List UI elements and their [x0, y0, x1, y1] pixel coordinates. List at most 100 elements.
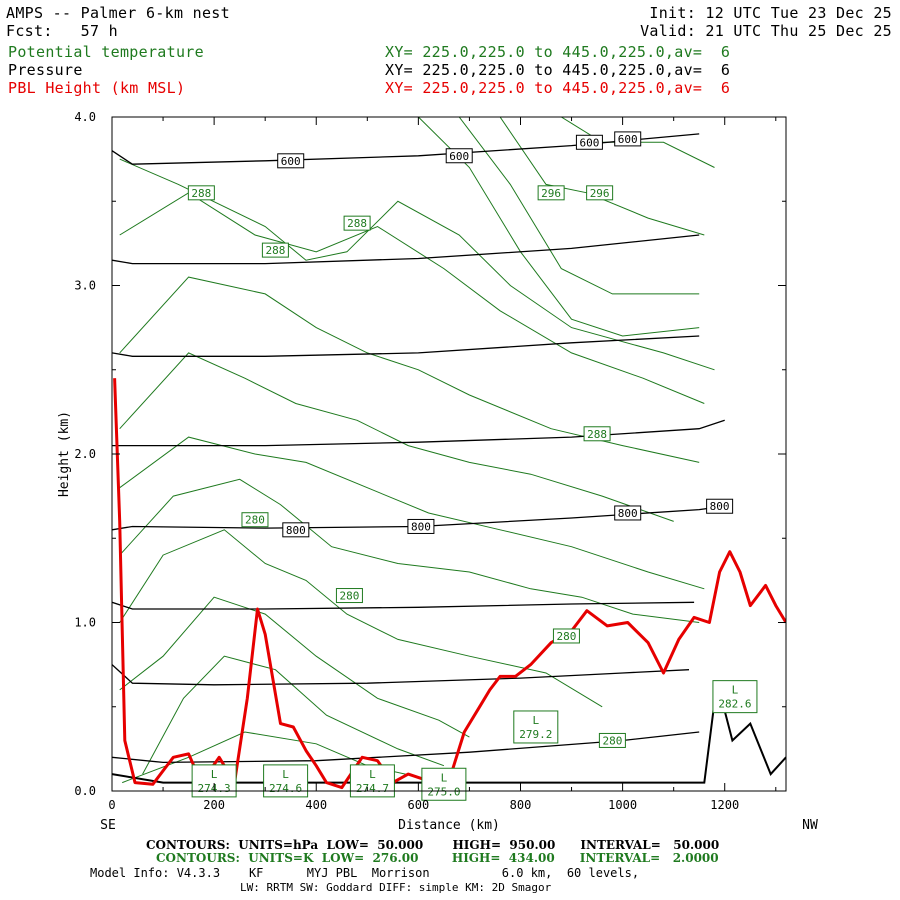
low-marker-letter: L — [732, 684, 739, 697]
y-tick-label: 4.0 — [74, 110, 96, 124]
pressure-label: 600 — [618, 133, 638, 146]
contour-labels: 600 600 600 600 800 800 800 800 288 288 288 296 296 2… — [187, 131, 758, 801]
x-tick-label: 200 — [203, 798, 225, 812]
x-tick-label: 800 — [510, 798, 532, 812]
pressure-label: 800 — [710, 500, 730, 513]
theta-label: 288 — [191, 187, 211, 200]
y-tick-label: 2.0 — [74, 447, 96, 461]
pressure-contour-line — [112, 601, 695, 610]
pressure-label: 600 — [449, 150, 469, 163]
y-tick-label: 1.0 — [74, 616, 96, 630]
legend-pbl: PBL Height (km MSL) — [8, 79, 186, 97]
theta-label-box — [586, 185, 614, 201]
theta-label: 288 — [587, 428, 607, 441]
theta-label-box — [598, 732, 626, 748]
theta-label: 280 — [339, 590, 359, 603]
theta-label: 296 — [541, 187, 561, 200]
theta-label-box — [187, 185, 215, 201]
theta-contour-line — [119, 478, 700, 623]
pressure-label: 800 — [618, 507, 638, 520]
pressure-contour-line — [112, 133, 700, 165]
theta-contour-line — [119, 158, 715, 371]
theta-contour-line — [119, 352, 674, 522]
valid-time: Valid: 21 UTC Thu 25 Dec 25 — [640, 22, 892, 40]
low-marker-box — [712, 680, 758, 714]
theta-label-box — [241, 512, 269, 528]
low-marker-letter: L — [211, 768, 218, 781]
theta-label: 280 — [602, 734, 622, 747]
y-tick-label: 3.0 — [74, 279, 96, 293]
theta-contour-line — [458, 117, 700, 295]
pressure-contour-line — [112, 664, 690, 686]
low-marker-value: 274.7 — [356, 782, 389, 795]
theta-label: 280 — [557, 630, 577, 643]
legend-pbl-xy: XY= 225.0,225.0 to 445.0,225.0,av= 6 — [385, 79, 731, 97]
pressure-contour-line — [112, 731, 700, 764]
theta-contour-line — [119, 529, 603, 708]
theta-label: 288 — [265, 244, 285, 257]
theta-label-box — [552, 628, 580, 644]
theta-contour-line — [119, 596, 470, 738]
theta-label-box — [261, 242, 289, 258]
theta-label: 288 — [347, 217, 367, 230]
contours-theta-info: CONTOURS: UNITS=K LOW= 276.00 HIGH= 434.… — [156, 851, 719, 865]
legend-pressure-xy: XY= 225.0,225.0 to 445.0,225.0,av= 6 — [385, 61, 731, 79]
x-left-label: SE — [100, 818, 116, 833]
x-right-label: NW — [802, 818, 818, 833]
theta-label: 280 — [245, 514, 265, 527]
theta-label: 296 — [590, 187, 610, 200]
pressure-label-box — [706, 498, 734, 514]
x-tick-label: 400 — [305, 798, 327, 812]
theta-label-box — [537, 185, 565, 201]
low-marker-letter: L — [369, 768, 376, 781]
low-marker-box — [191, 764, 237, 798]
pressure-contour-line — [112, 234, 700, 265]
pressure-label-box — [445, 148, 473, 164]
low-marker-value: 275.0 — [427, 785, 460, 798]
pressure-label-box — [614, 505, 642, 521]
legend-theta: Potential temperature — [8, 43, 204, 61]
x-axis-label: Distance (km) — [398, 818, 500, 833]
x-tick-label: 1000 — [608, 798, 637, 812]
low-marker-box — [421, 767, 467, 801]
theta-label-box — [583, 426, 611, 442]
theta-contours — [119, 117, 715, 784]
model-info: Model Info: V4.3.3 KF MYJ PBL Morrison 6… — [90, 866, 640, 880]
theta-contour-line — [119, 192, 705, 404]
low-marker-box — [349, 764, 395, 798]
low-marker-box — [263, 764, 309, 798]
pressure-label: 600 — [281, 155, 301, 168]
low-marker-letter: L — [441, 771, 448, 784]
low-marker-value: 282.6 — [718, 698, 751, 711]
pressure-label-box — [575, 134, 603, 150]
pressure-label-box — [282, 522, 310, 538]
low-marker-value: 279.2 — [519, 728, 552, 741]
pressure-label: 800 — [286, 524, 306, 537]
x-tick-label: 1200 — [710, 798, 739, 812]
contours-pressure-info: CONTOURS: UNITS=hPa LOW= 50.000 HIGH= 95… — [146, 838, 720, 852]
low-marker-box — [513, 710, 559, 744]
pressure-contour-line — [112, 419, 725, 447]
low-marker-letter: L — [532, 714, 539, 727]
pressure-label: 600 — [579, 136, 599, 149]
x-tick-label: 0 — [108, 798, 115, 812]
pressure-label-box — [277, 153, 305, 169]
chart-title: AMPS -- Palmer 6-km nest — [6, 4, 230, 22]
pressure-label-box — [407, 518, 435, 534]
y-axis-label: Height (km) — [57, 411, 72, 497]
legend-pressure: Pressure — [8, 61, 83, 79]
low-marker-value: 274.6 — [269, 782, 302, 795]
theta-label-box — [343, 215, 371, 231]
pressure-label: 800 — [411, 520, 431, 533]
model-physics: LW: RRTM SW: Goddard DIFF: simple KM: 2D… — [240, 881, 552, 894]
plot-frame — [111, 116, 787, 792]
axes: 0 200 400 600 800 1000 1200 0.0 1.0 2.0 3.0 4.0 Dist… — [57, 110, 818, 833]
theta-contour-line — [142, 655, 445, 775]
init-time: Init: 12 UTC Tue 23 Dec 25 — [649, 4, 892, 22]
y-tick-label: 0.0 — [74, 784, 96, 798]
pressure-contour-line — [112, 335, 700, 357]
pressure-label-box — [614, 131, 642, 147]
theta-label-box — [335, 588, 363, 604]
low-marker-letter: L — [282, 768, 289, 781]
